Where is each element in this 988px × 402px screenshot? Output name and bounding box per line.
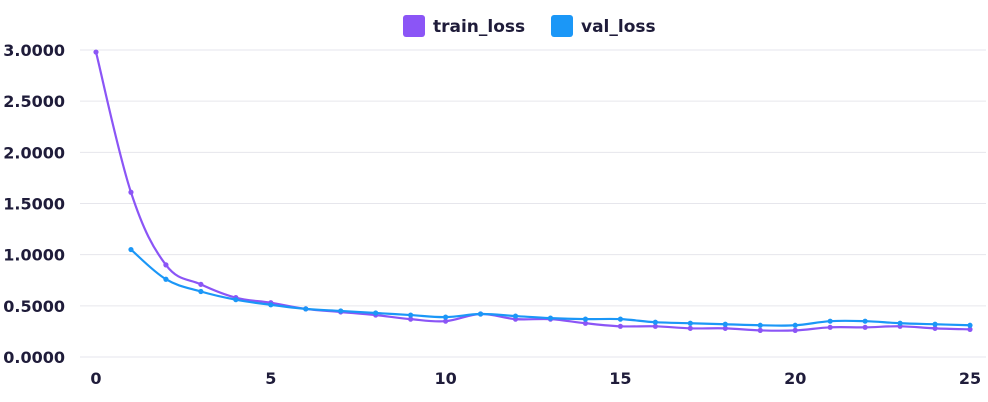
data-point-train_loss bbox=[617, 323, 624, 329]
y-tick-label: 1.0000 bbox=[3, 246, 65, 265]
series-lines bbox=[93, 49, 973, 333]
series-line-train_loss bbox=[94, 51, 971, 332]
legend-item-val_loss[interactable]: val_loss bbox=[551, 15, 656, 37]
data-point-train_loss bbox=[722, 325, 728, 331]
x-tick-label: 15 bbox=[609, 369, 631, 388]
y-tick-label: 0.5000 bbox=[3, 297, 65, 316]
data-point-train_loss bbox=[582, 320, 589, 326]
data-point-val_loss bbox=[862, 318, 868, 324]
data-point-train_loss bbox=[163, 262, 169, 268]
data-point-train_loss bbox=[93, 49, 99, 55]
data-point-val_loss bbox=[163, 276, 169, 282]
x-tick-label: 5 bbox=[265, 369, 276, 388]
data-point-val_loss bbox=[617, 316, 624, 322]
data-point-train_loss bbox=[757, 327, 763, 333]
y-tick-label: 1.5000 bbox=[3, 195, 65, 214]
data-point-val_loss bbox=[582, 316, 589, 322]
x-tick-label: 25 bbox=[959, 369, 981, 388]
data-point-val_loss bbox=[477, 311, 484, 317]
data-point-val_loss bbox=[897, 320, 903, 326]
series-line-val_loss bbox=[130, 248, 971, 327]
data-point-train_loss bbox=[443, 318, 449, 324]
data-point-val_loss bbox=[967, 322, 973, 328]
data-point-val_loss bbox=[303, 306, 309, 312]
data-point-val_loss bbox=[198, 288, 204, 295]
data-point-val_loss bbox=[757, 322, 763, 328]
data-point-val_loss bbox=[128, 246, 134, 253]
data-point-train_loss bbox=[932, 325, 938, 331]
grid-lines bbox=[80, 49, 986, 358]
legend-swatch bbox=[551, 15, 573, 37]
data-point-train_loss bbox=[198, 281, 204, 287]
data-point-val_loss bbox=[443, 314, 449, 320]
data-point-train_loss bbox=[967, 326, 973, 332]
y-tick-label: 2.5000 bbox=[3, 92, 65, 111]
data-point-train_loss bbox=[827, 324, 833, 330]
data-point-val_loss bbox=[512, 313, 519, 319]
data-point-val_loss bbox=[722, 321, 728, 327]
legend-swatch bbox=[403, 15, 425, 37]
data-point-train_loss bbox=[687, 325, 693, 331]
x-tick-label: 0 bbox=[90, 369, 101, 388]
data-point-val_loss bbox=[408, 312, 414, 318]
data-point-val_loss bbox=[652, 319, 658, 325]
data-point-val_loss bbox=[547, 315, 554, 321]
data-point-train_loss bbox=[652, 323, 658, 329]
data-point-val_loss bbox=[373, 310, 379, 316]
data-point-train_loss bbox=[792, 327, 798, 333]
data-point-val_loss bbox=[338, 308, 344, 314]
data-point-val_loss bbox=[233, 297, 239, 303]
data-point-train_loss bbox=[862, 324, 868, 330]
legend-label: train_loss bbox=[433, 17, 525, 37]
series-train_loss bbox=[93, 49, 973, 333]
y-tick-label: 3.0000 bbox=[3, 41, 65, 60]
legend-item-train_loss[interactable]: train_loss bbox=[403, 15, 525, 37]
x-axis-ticks: 0 5 10 15 20 25 bbox=[90, 369, 981, 388]
series-val_loss bbox=[128, 246, 973, 328]
legend[interactable]: train_loss val_loss bbox=[403, 15, 656, 37]
x-tick-label: 20 bbox=[784, 369, 806, 388]
data-point-val_loss bbox=[687, 320, 693, 326]
data-point-val_loss bbox=[792, 322, 798, 328]
data-point-val_loss bbox=[827, 318, 833, 324]
y-tick-label: 2.0000 bbox=[3, 143, 65, 162]
y-tick-label: 0.0000 bbox=[3, 348, 65, 367]
data-point-val_loss bbox=[932, 321, 938, 327]
data-point-train_loss bbox=[128, 189, 134, 195]
y-axis-ticks: 0.0000 0.5000 1.0000 1.5000 2.0000 2.5000 3.00… bbox=[3, 41, 65, 367]
data-point-train_loss bbox=[408, 316, 414, 322]
x-tick-label: 10 bbox=[434, 369, 456, 388]
data-point-val_loss bbox=[268, 302, 274, 308]
legend-label: val_loss bbox=[581, 17, 656, 37]
